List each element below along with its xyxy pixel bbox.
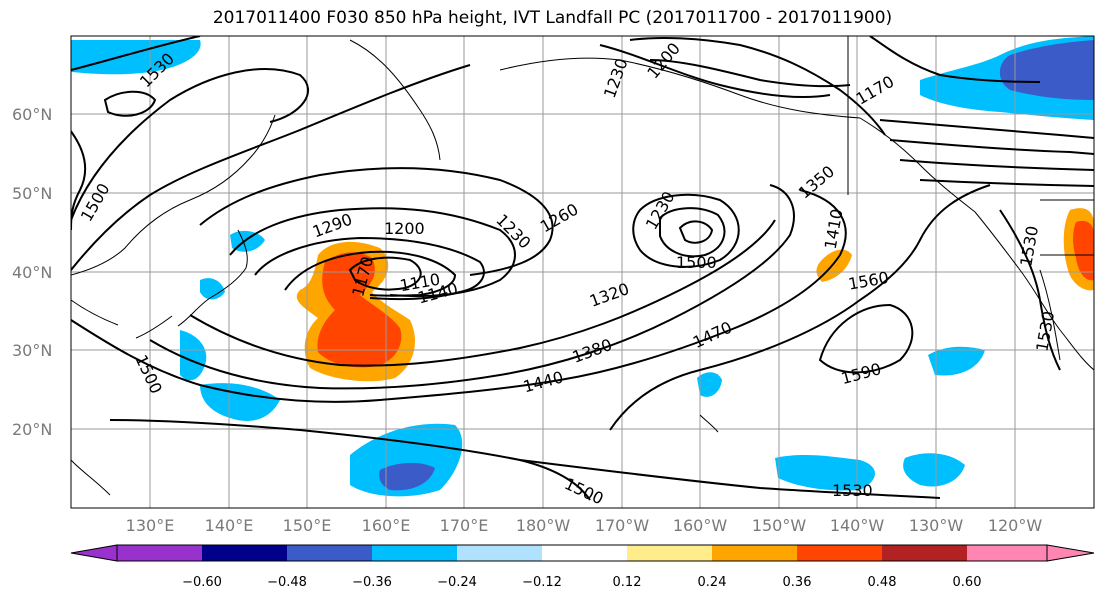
lat-label: 60°N: [12, 105, 52, 124]
pc-negative-area-south2: [350, 423, 463, 497]
contour-label: 1470: [690, 318, 735, 352]
pc-negative-core-northeast: [999, 40, 1094, 100]
map-title: 2017011400 F030 850 hPa height, IVT Land…: [212, 8, 893, 28]
lon-label: 170°W: [595, 516, 650, 535]
colorbar-segment: [287, 545, 372, 561]
colorbar-extend-high: [1046, 544, 1095, 562]
colorbar-tick: −0.24: [437, 575, 477, 590]
contour-label: 1380: [570, 335, 615, 367]
lon-label: 130°W: [909, 516, 964, 535]
contour-label: 1530: [1032, 310, 1058, 353]
lon-label: 180°W: [516, 516, 571, 535]
lon-label: 150°W: [752, 516, 807, 535]
contour-label: 1500: [676, 253, 717, 272]
lon-label: 140°W: [830, 516, 885, 535]
colorbar-tick-labels: −0.60 −0.48 −0.36 −0.24 −0.12 0.12 0.24 …: [182, 575, 981, 590]
coastlines: [71, 36, 1094, 496]
lon-label: 160°W: [673, 516, 728, 535]
contour-label: 1320: [587, 279, 632, 311]
colorbar-segment: [542, 545, 627, 561]
contour-labels: 1530 1500 1290 1200 1230 1260 1230 1350 …: [77, 39, 1058, 509]
colorbar-tick: −0.60: [182, 575, 222, 590]
gridlines: [71, 36, 1094, 508]
pc-negative-area-south1: [200, 383, 280, 421]
colorbar-tick: −0.12: [522, 575, 562, 590]
contour-label: 1500: [132, 352, 166, 397]
lon-label: 170°E: [440, 516, 489, 535]
contour-label: 1290: [310, 210, 355, 242]
colorbar: −0.60 −0.48 −0.36 −0.24 −0.12 0.12 0.24 …: [70, 544, 1095, 590]
pc-negative-core-south2: [379, 462, 435, 491]
pc-negative-area-southeast2: [903, 453, 965, 487]
contour-label: 1590: [839, 359, 883, 388]
colorbar-segment: [457, 545, 542, 561]
pc-positive-core-coast: [1073, 220, 1094, 281]
pc-negative-area-northwest: [71, 40, 201, 75]
pc-negative-area-hawaii: [697, 372, 722, 397]
colorbar-extend-low: [70, 544, 118, 562]
contour-label: 1530: [832, 481, 873, 500]
colorbar-segment: [882, 545, 967, 561]
lon-label: 160°E: [362, 516, 411, 535]
contour-label: 1500: [561, 474, 606, 508]
pc-fill-layer: [71, 36, 1094, 497]
contour-label: 1200: [384, 219, 425, 238]
lon-label: 120°W: [988, 516, 1043, 535]
colorbar-tick: 0.24: [698, 575, 727, 590]
pc-negative-area-southeast: [775, 454, 875, 491]
lat-label: 50°N: [12, 184, 52, 203]
colorbar-tick: 0.48: [868, 575, 897, 590]
colorbar-segment: [627, 545, 712, 561]
colorbar-tick: 0.12: [613, 575, 642, 590]
contour-label: 1410: [821, 207, 847, 250]
pc-negative-area-japan: [180, 330, 207, 381]
lat-label: 30°N: [12, 341, 52, 360]
lon-label: 130°E: [126, 516, 175, 535]
longitude-labels: 130°E 140°E 150°E 160°E 170°E 180°W 170°…: [126, 516, 1043, 535]
colorbar-tick: 0.60: [953, 575, 982, 590]
contour-label: 1530: [1016, 224, 1042, 267]
colorbar-segment: [202, 545, 287, 561]
contour-label: 1230: [600, 56, 632, 101]
colorbar-segment: [117, 545, 202, 561]
contour-label: 1170: [853, 72, 898, 109]
pc-positive-core-west: [317, 252, 402, 368]
lon-label: 150°E: [283, 516, 332, 535]
lat-label: 20°N: [12, 420, 52, 439]
pc-negative-area-east: [928, 346, 985, 376]
colorbar-tick: −0.48: [267, 575, 307, 590]
map-frame: [70, 35, 1095, 509]
lon-label: 140°E: [205, 516, 254, 535]
latitude-labels: 60°N 50°N 40°N 30°N 20°N: [12, 105, 52, 439]
pc-negative-area-honshu: [200, 278, 225, 300]
colorbar-segment: [797, 545, 882, 561]
lat-label: 40°N: [12, 263, 52, 282]
colorbar-tick: 0.36: [783, 575, 812, 590]
height-contours: [71, 36, 1094, 501]
colorbar-segment: [967, 545, 1047, 561]
colorbar-tick: −0.36: [352, 575, 392, 590]
colorbar-segment: [712, 545, 797, 561]
colorbar-segment: [372, 545, 457, 561]
